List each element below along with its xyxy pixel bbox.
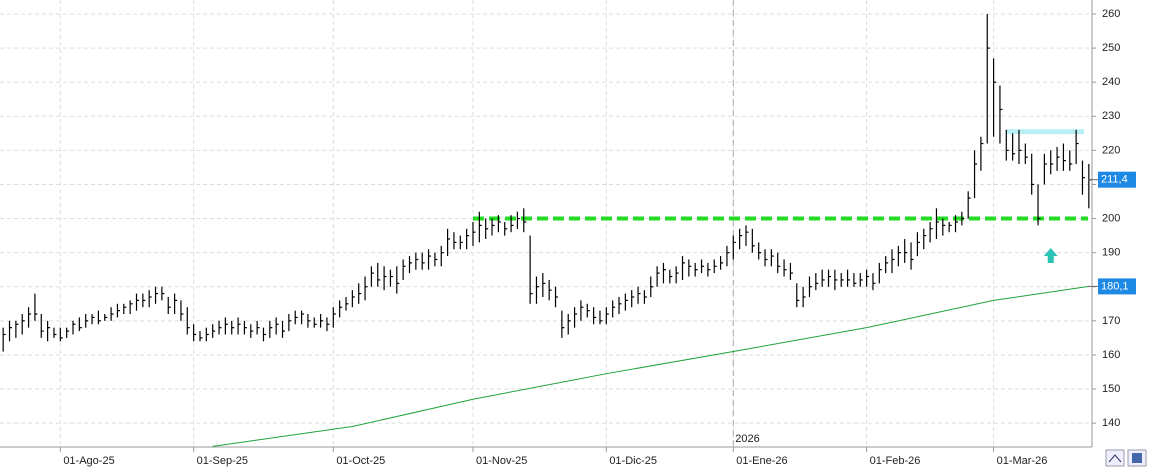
y-tick-label: 220 bbox=[1102, 144, 1120, 156]
price-label: 211,4 bbox=[1101, 174, 1128, 186]
x-tick-label: 01-Ene-26 bbox=[736, 455, 787, 467]
zoom-icon bbox=[1108, 454, 1122, 463]
x-tick-label: 01-Feb-26 bbox=[870, 455, 921, 467]
moving-average-line bbox=[212, 285, 1089, 447]
year-label: 2026 bbox=[735, 433, 759, 445]
save-icon bbox=[1132, 453, 1142, 463]
price-label: 180,1 bbox=[1101, 280, 1129, 292]
x-tick-label: 01-Mar-26 bbox=[997, 455, 1048, 467]
y-tick-label: 190 bbox=[1102, 247, 1120, 259]
x-tick-label: 01-Sep-25 bbox=[197, 455, 248, 467]
y-tick-label: 200 bbox=[1102, 212, 1120, 224]
x-tick-label: 01-Dic-25 bbox=[609, 455, 657, 467]
y-tick-label: 160 bbox=[1102, 349, 1120, 361]
y-tick-label: 250 bbox=[1102, 42, 1120, 54]
x-tick-label: 01-Nov-25 bbox=[476, 455, 527, 467]
zoom-button[interactable] bbox=[1105, 449, 1125, 467]
y-tick-label: 140 bbox=[1102, 417, 1120, 429]
y-tick-label: 150 bbox=[1102, 383, 1120, 395]
price-label-box bbox=[1098, 278, 1136, 295]
x-tick-label: 01-Ago-25 bbox=[63, 455, 114, 467]
y-tick-label: 170 bbox=[1102, 315, 1120, 327]
up-arrow bbox=[1043, 248, 1058, 264]
x-tick-label: 01-Oct-25 bbox=[336, 455, 385, 467]
y-tick-label: 260 bbox=[1102, 8, 1120, 20]
price-label-box bbox=[1098, 171, 1136, 188]
y-tick-label: 240 bbox=[1102, 76, 1120, 88]
y-tick-label: 230 bbox=[1102, 110, 1120, 122]
